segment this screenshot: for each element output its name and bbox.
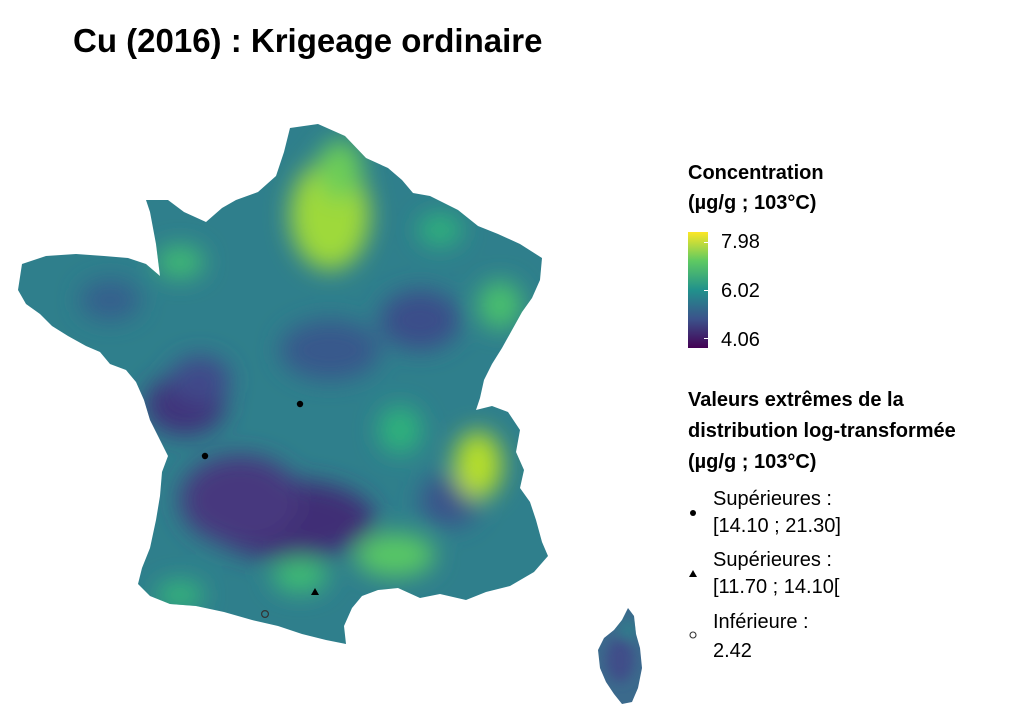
legend-item-value: 2.42 xyxy=(713,640,752,662)
extreme-low-point xyxy=(261,609,270,618)
colorbar-tick xyxy=(704,338,708,339)
legend-item-label: Inférieure : xyxy=(713,611,809,633)
colorbar-tick xyxy=(704,290,708,291)
colorbar-label-mid: 6.02 xyxy=(721,280,760,302)
extremes-legend-title-line3: (µg/g ; 103°C) xyxy=(688,451,817,473)
extremes-legend-title-line1: Valeurs extrêmes de la xyxy=(688,389,904,411)
legend-item-range: [11.70 ; 14.10[ xyxy=(713,576,840,598)
colorbar xyxy=(688,232,708,348)
extreme-high-point xyxy=(201,452,209,460)
colorbar-label-min: 4.06 xyxy=(721,329,760,351)
corsica-surface xyxy=(598,608,642,704)
legend-item-label: Supérieures : xyxy=(713,488,832,510)
colorbar-tick xyxy=(704,242,708,243)
concentration-legend-unit: (µg/g ; 103°C) xyxy=(688,192,817,214)
concentration-legend-title: Concentration xyxy=(688,162,824,184)
extremes-legend-title-line2: distribution log-transformée xyxy=(688,420,956,442)
france-surface xyxy=(18,124,548,644)
extreme-high-point xyxy=(296,400,304,408)
filled-circle-legend-icon xyxy=(690,510,696,516)
legend-item-label: Supérieures : xyxy=(713,549,832,571)
colorbar-label-max: 7.98 xyxy=(721,231,760,253)
filled-triangle-legend-icon xyxy=(689,570,697,577)
open-circle-legend-icon xyxy=(689,631,697,639)
extreme-mid-triangle-point xyxy=(311,588,319,595)
map-title: Cu (2016) : Krigeage ordinaire xyxy=(73,22,543,59)
legend-item-range: [14.10 ; 21.30] xyxy=(713,515,841,537)
